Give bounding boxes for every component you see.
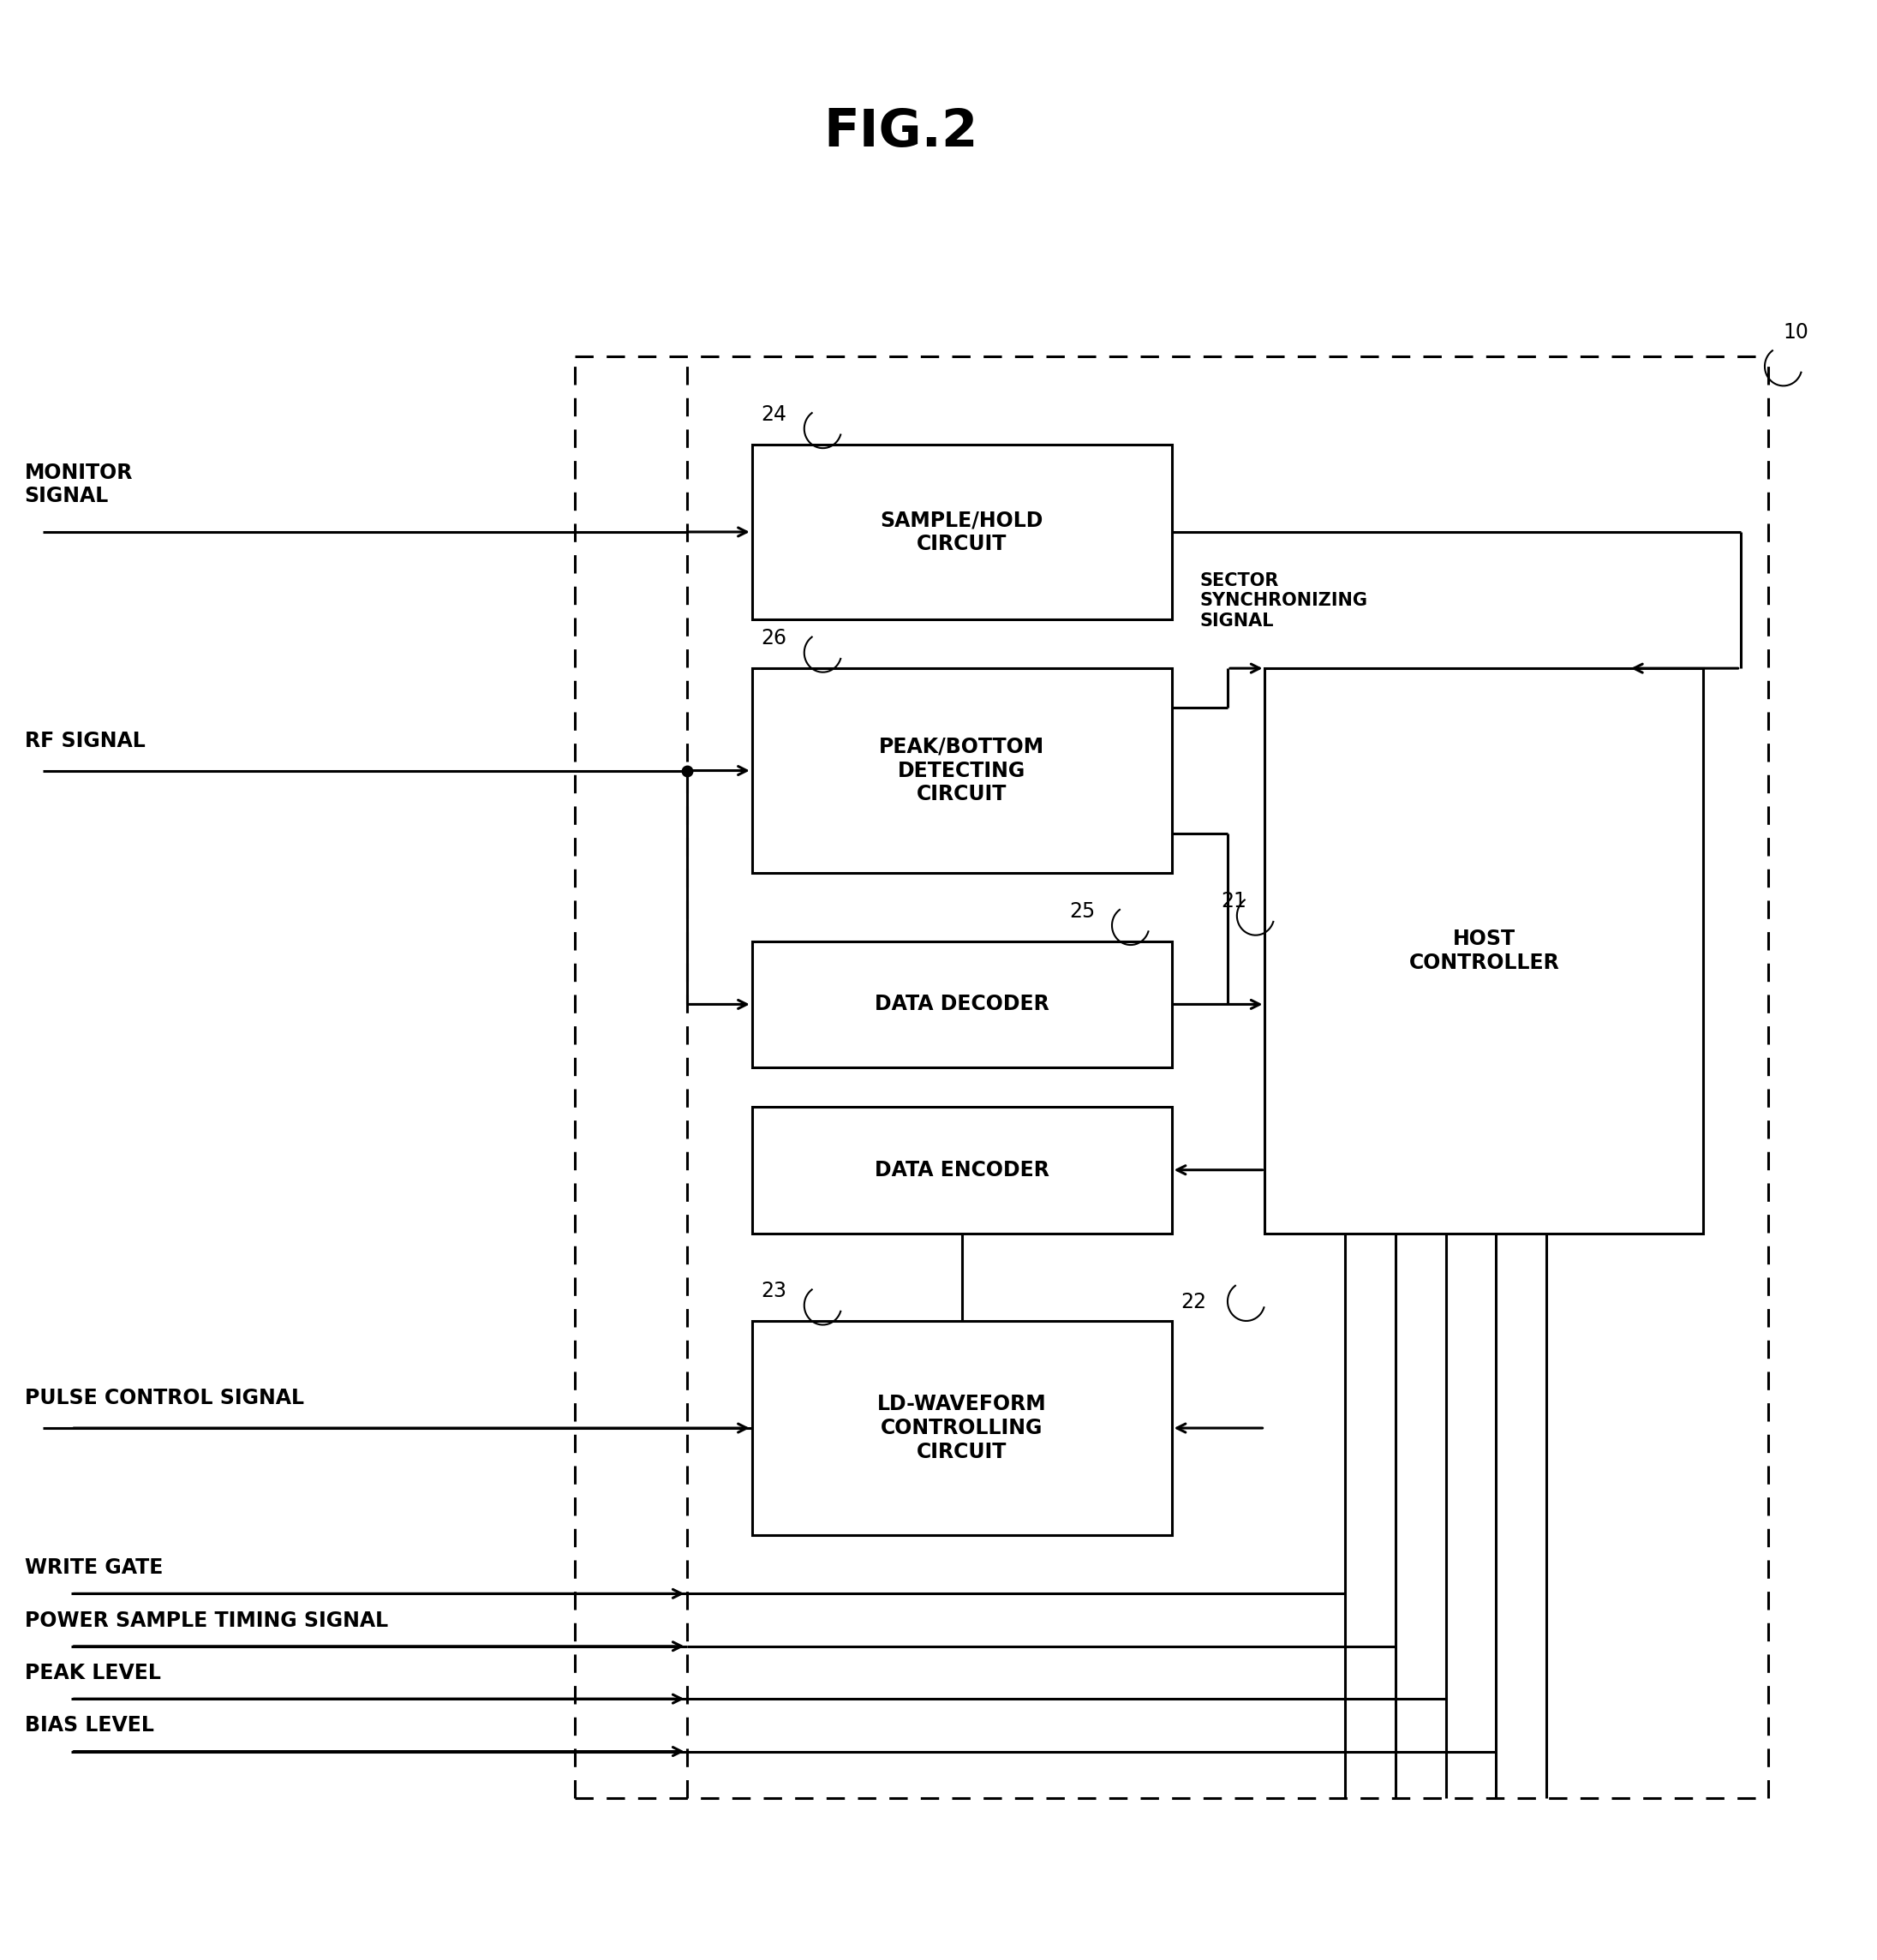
Text: 21: 21 xyxy=(1220,892,1246,911)
Text: 10: 10 xyxy=(1783,321,1809,343)
Text: POWER SAMPLE TIMING SIGNAL: POWER SAMPLE TIMING SIGNAL xyxy=(24,1609,389,1631)
Text: 22: 22 xyxy=(1181,1292,1207,1313)
Text: PEAK/BOTTOM
DETECTING
CIRCUIT: PEAK/BOTTOM DETECTING CIRCUIT xyxy=(878,737,1044,806)
Text: WRITE GATE: WRITE GATE xyxy=(24,1558,163,1578)
Text: 24: 24 xyxy=(762,404,786,425)
Bar xyxy=(753,941,1171,1068)
Text: 25: 25 xyxy=(1070,902,1094,921)
Bar xyxy=(753,445,1171,619)
Bar xyxy=(1265,668,1702,1233)
Text: RF SIGNAL: RF SIGNAL xyxy=(24,731,145,751)
Bar xyxy=(753,668,1171,872)
Bar xyxy=(753,1107,1171,1233)
Text: 23: 23 xyxy=(762,1282,786,1301)
Text: MONITOR
SIGNAL: MONITOR SIGNAL xyxy=(24,463,133,506)
Bar xyxy=(753,1321,1171,1535)
Text: BIAS LEVEL: BIAS LEVEL xyxy=(24,1715,154,1737)
Text: DATA DECODER: DATA DECODER xyxy=(875,994,1049,1015)
Text: LD-WAVEFORM
CONTROLLING
CIRCUIT: LD-WAVEFORM CONTROLLING CIRCUIT xyxy=(877,1394,1047,1462)
Text: FIG.2: FIG.2 xyxy=(824,108,978,159)
Text: 26: 26 xyxy=(762,629,786,649)
Text: PULSE CONTROL SIGNAL: PULSE CONTROL SIGNAL xyxy=(24,1388,304,1409)
Text: DATA ENCODER: DATA ENCODER xyxy=(875,1160,1049,1180)
Text: SECTOR
SYNCHRONIZING
SIGNAL: SECTOR SYNCHRONIZING SIGNAL xyxy=(1199,572,1368,629)
Text: HOST
CONTROLLER: HOST CONTROLLER xyxy=(1410,929,1560,972)
Text: PEAK LEVEL: PEAK LEVEL xyxy=(24,1662,161,1684)
Text: SAMPLE/HOLD
CIRCUIT: SAMPLE/HOLD CIRCUIT xyxy=(880,510,1044,555)
